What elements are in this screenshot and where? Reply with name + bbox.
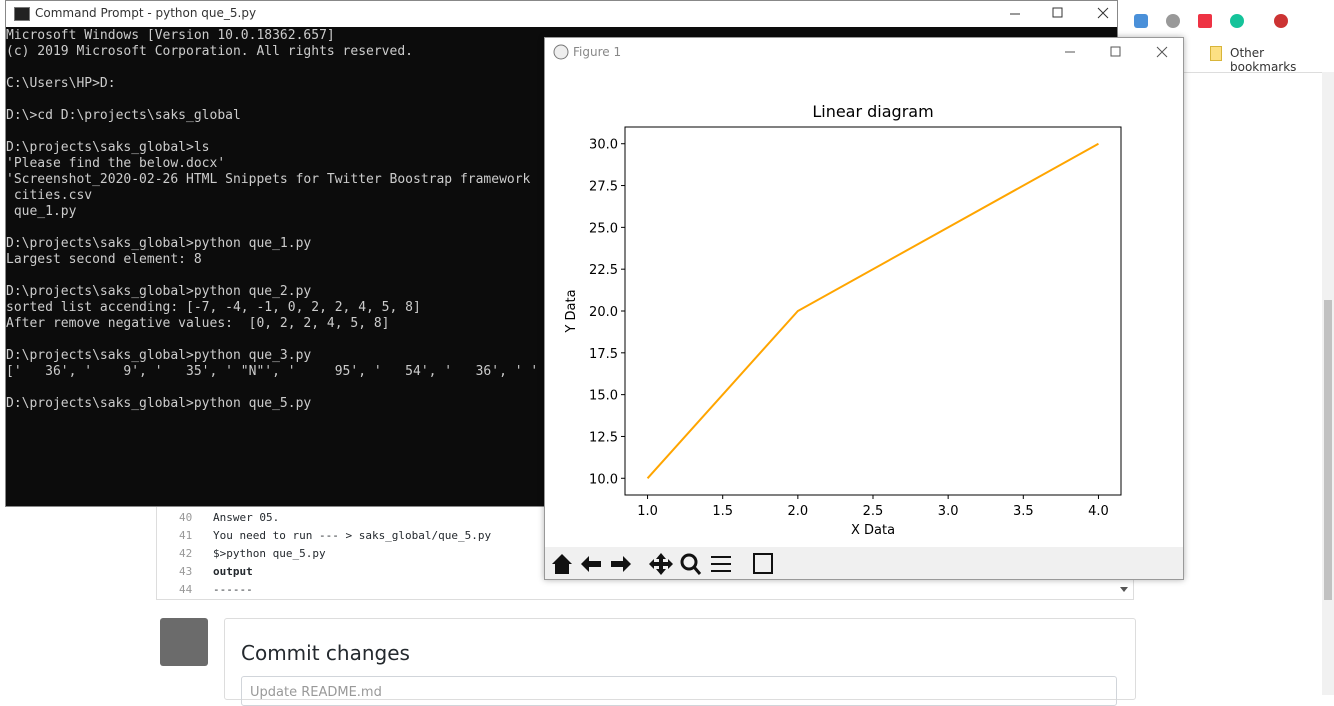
extension-icon[interactable] [1166, 14, 1180, 28]
scrollbar[interactable] [1322, 72, 1334, 695]
plot-area [624, 126, 1122, 496]
line-number: 43 [179, 565, 193, 578]
zoom-handle [692, 566, 702, 575]
y-tick-label: 25.0 [589, 221, 618, 236]
console-blank [6, 268, 538, 284]
commit-title: Commit changes [241, 641, 410, 665]
console-line: D:\projects\saks_global>python que_3.py [6, 348, 312, 363]
avatar [160, 618, 208, 666]
close[interactable] [1097, 7, 1109, 19]
console-line: 'Screenshot_2020-02-26 HTML Snippets for… [6, 172, 531, 187]
console-line: [' 36', ' 9', ' 35', ' "N"', ' 95', ' 54… [6, 364, 539, 379]
line-number: 42 [179, 547, 193, 560]
toolbar [545, 547, 1183, 579]
figure: Figure 1 Linear diagram 1.0 1.5 2.0 2.5 3.0 3.… [545, 44, 1183, 579]
console-line: D:\projects\saks_global>python que_5.py [6, 396, 312, 411]
console-line: sorted list accending: [-7, -4, -1, 0, 2… [6, 300, 421, 315]
y-tick-label: 15.0 [589, 389, 618, 404]
x-axis-label: X Data [851, 523, 895, 538]
bookmark-folder[interactable]: Other bookmarks [1230, 46, 1297, 74]
console-line: Largest second element: 8 [6, 252, 202, 267]
console-blank [6, 220, 538, 236]
x-tick-label: 2.5 [863, 504, 884, 519]
forward-button[interactable] [611, 556, 631, 572]
save-button[interactable] [753, 553, 773, 574]
cmd-icon [14, 7, 30, 21]
toolbar-buttons [552, 553, 773, 575]
console-blank [6, 332, 538, 348]
close[interactable] [1156, 46, 1168, 58]
y-tick-label: 10.0 [589, 472, 618, 487]
commit-input[interactable]: Update README.md [241, 676, 1117, 706]
pan-button[interactable] [649, 553, 673, 575]
x-tick-label: 4.0 [1088, 504, 1109, 519]
y-axis-label: Y Data [564, 289, 579, 333]
title-bar: Command Prompt - python que_5.py [6, 1, 1117, 27]
x-tick-label: 1.5 [712, 504, 733, 519]
console-line: D:\projects\saks_global>python que_1.py [6, 236, 312, 251]
scrollbar-thumb[interactable] [1324, 300, 1332, 600]
y-tick-label: 30.0 [589, 138, 618, 153]
line-number: 44 [179, 583, 193, 596]
console-line: cities.csv [6, 188, 93, 203]
console-blank [6, 60, 538, 76]
y-tick-label: 17.5 [589, 347, 618, 362]
chart-title: Linear diagram [812, 102, 933, 121]
console-line: After remove negative values: [0, 2, 2, … [6, 316, 390, 331]
line-number: 40 [179, 511, 193, 524]
code-line: You need to run --- > saks_global/que_5.… [213, 529, 492, 542]
line-number: 41 [179, 529, 193, 542]
extension-icon[interactable] [1274, 14, 1288, 28]
console-line: D:\>cd D:\projects\saks_global [6, 108, 241, 123]
console-blank [6, 380, 538, 396]
console-line: D:\projects\saks_global>python que_2.py [6, 284, 312, 299]
extension-icon[interactable] [1230, 14, 1244, 28]
y-tick-label: 22.5 [589, 263, 618, 278]
x-tick-label: 3.0 [938, 504, 959, 519]
window-title: Figure 1 [573, 45, 621, 59]
window-controls[interactable] [996, 1, 1116, 27]
y-tick-label: 12.5 [589, 430, 618, 445]
maximize[interactable] [1110, 46, 1121, 57]
figure-icon [553, 44, 569, 60]
console-line: que_1.py [6, 204, 77, 219]
figure-window: Figure 1 Linear diagram 1.0 1.5 2.0 2.5 3.0 3.… [544, 37, 1184, 580]
maximize[interactable] [1052, 7, 1063, 18]
x-tick-label: 2.0 [788, 504, 809, 519]
extension-icon[interactable] [1198, 14, 1212, 28]
console-line: C:\Users\HP>D: [6, 76, 116, 91]
zoom-button[interactable] [680, 553, 698, 571]
console-blank [6, 92, 538, 108]
x-tick-label: 3.5 [1013, 504, 1034, 519]
y-tick-label: 27.5 [589, 180, 618, 195]
console-line: D:\projects\saks_global>ls [6, 140, 210, 155]
extension-icon[interactable] [1134, 14, 1148, 28]
code-line: Answer 05. [213, 511, 280, 524]
console-line: 'Please find the below.docx' [6, 156, 226, 171]
console-output: Microsoft Windows [Version 10.0.18362.65… [6, 28, 538, 412]
folder-icon [1210, 46, 1222, 61]
home-button[interactable] [552, 554, 572, 574]
back-button[interactable] [581, 556, 601, 572]
configure-button[interactable] [711, 556, 731, 572]
data-line [646, 142, 1099, 479]
code-line: $>python que_5.py [213, 547, 326, 560]
x-tick-label: 1.0 [637, 504, 658, 519]
console-line: (c) 2019 Microsoft Corporation. All righ… [6, 44, 413, 59]
window-title: Command Prompt - python que_5.py [35, 6, 257, 20]
code-line: output [213, 565, 253, 578]
y-tick-label: 20.0 [589, 305, 618, 320]
commit-box: Commit changes Update README.md [224, 618, 1136, 706]
console-blank [6, 124, 538, 140]
code-line: ------ [213, 583, 253, 596]
console-line: Microsoft Windows [Version 10.0.18362.65… [6, 28, 335, 43]
scroll-arrow[interactable] [1120, 587, 1128, 592]
